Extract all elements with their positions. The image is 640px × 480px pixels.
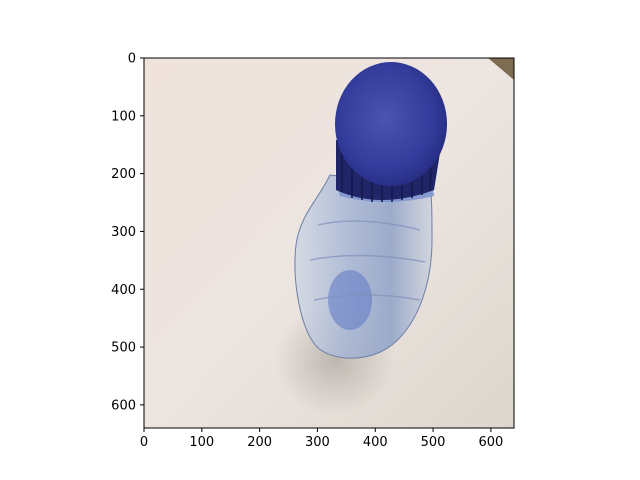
bottle-body (294, 174, 433, 359)
x-tick-label: 400 (363, 435, 388, 450)
y-tick-label: 0 (128, 52, 136, 67)
photo (144, 58, 514, 428)
table-corner (488, 58, 514, 80)
x-tick-label: 300 (305, 435, 330, 450)
bottle-reflection (328, 270, 372, 330)
x-tick-label: 600 (478, 435, 503, 450)
axes-frame (143, 57, 515, 429)
bottle-cap-top (335, 62, 447, 186)
y-tick-label: 500 (111, 341, 136, 356)
x-tick-label: 500 (421, 435, 446, 450)
x-tick-label: 0 (140, 435, 148, 450)
y-tick-label: 100 (111, 109, 136, 124)
bottle-ridges (309, 220, 426, 301)
x-tick-label: 200 (247, 435, 272, 450)
y-tick-label: 400 (111, 283, 136, 298)
y-tick-label: 300 (111, 225, 136, 240)
x-tick-label: 100 (189, 435, 214, 450)
y-tick-label: 200 (111, 167, 136, 182)
x-axis: 0 100 200 300 400 500 600 (140, 428, 503, 450)
y-tick-label: 600 (111, 398, 136, 413)
y-axis: 0 100 200 300 400 500 600 (111, 52, 144, 413)
